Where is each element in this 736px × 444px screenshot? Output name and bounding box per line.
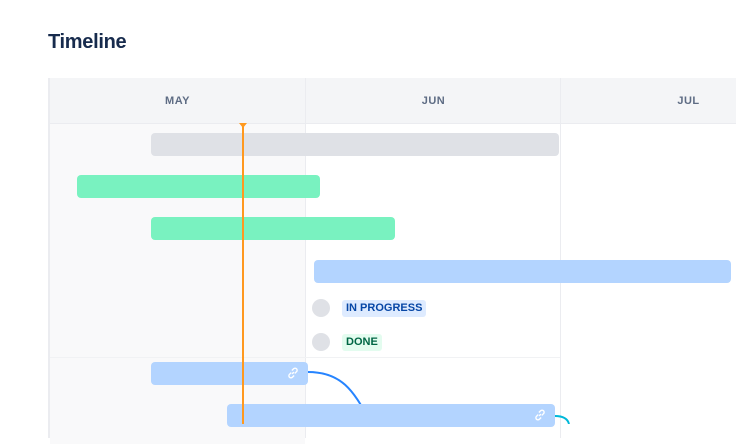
dependency-connectors	[307, 371, 570, 424]
timeline-bar[interactable]	[314, 260, 731, 283]
month-jul: JUL	[677, 95, 700, 107]
today-marker-line	[242, 124, 244, 424]
row-divider	[50, 357, 560, 358]
link-icon[interactable]	[533, 408, 547, 422]
timeline-bar[interactable]	[77, 175, 320, 198]
month-may: MAY	[165, 95, 190, 107]
status-avatar	[312, 299, 330, 317]
status-badge-in-progress: IN PROGRESS	[342, 300, 427, 317]
dependency-line	[554, 415, 570, 424]
link-icon[interactable]	[286, 366, 300, 380]
status-avatar	[312, 333, 330, 351]
timeline-header: MAY JUN JUL	[50, 78, 736, 124]
column-divider	[560, 78, 561, 438]
timeline-bar[interactable]	[151, 133, 559, 156]
timeline-bar-linked[interactable]	[227, 404, 555, 427]
page-title: Timeline	[48, 31, 127, 53]
today-marker-icon	[239, 123, 247, 128]
timeline-bar[interactable]	[151, 217, 395, 240]
status-badge-done: DONE	[342, 334, 382, 351]
column-divider	[305, 78, 306, 438]
month-jun: JUN	[421, 95, 446, 107]
timeline-bar-linked[interactable]	[151, 362, 308, 385]
